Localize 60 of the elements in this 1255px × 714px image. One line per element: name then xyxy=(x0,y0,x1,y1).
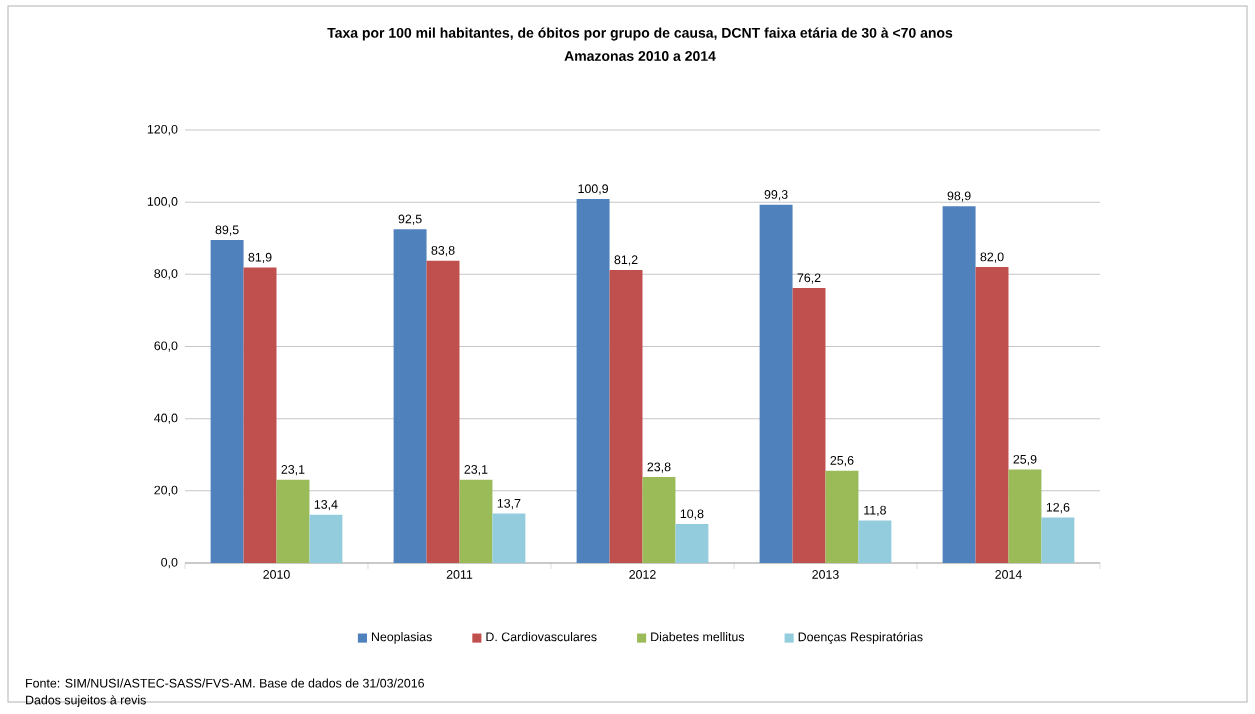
bar xyxy=(576,199,610,564)
bar xyxy=(1008,469,1042,564)
data-label: 23,8 xyxy=(647,462,671,473)
data-label: 81,9 xyxy=(248,253,272,264)
data-label: 89,5 xyxy=(215,225,239,236)
x-tick-label: 2013 xyxy=(812,570,839,580)
data-label: 25,6 xyxy=(830,456,854,467)
bar xyxy=(759,204,793,564)
legend-label: Neoplasias xyxy=(371,632,432,644)
data-label: 11,8 xyxy=(864,506,886,517)
bar xyxy=(825,470,859,564)
x-tick-label: 2014 xyxy=(995,570,1022,580)
bar xyxy=(210,240,244,564)
y-tick-label: 40,0 xyxy=(154,413,178,425)
bar xyxy=(609,270,643,564)
text: Dados sujeitos à revis xyxy=(26,695,146,708)
data-label: 92,5 xyxy=(398,214,422,226)
chart-title: Taxa por 100 mil habitantes, de óbitos por grupo de causa, DCNT faixa etária de 30 à <70 anos xyxy=(327,27,953,41)
data-label: 76,2 xyxy=(797,273,821,284)
bar xyxy=(492,513,526,564)
bar xyxy=(975,267,1009,564)
bar xyxy=(675,524,709,564)
bar xyxy=(1041,517,1075,564)
data-label: 82,0 xyxy=(980,252,1004,263)
data-label: 12,6 xyxy=(1046,503,1070,514)
bar xyxy=(243,267,277,564)
x-tick-label: 2011 xyxy=(446,570,473,580)
chart-subtitle: Amazonas 2010 a 2014 xyxy=(564,51,716,62)
bar xyxy=(426,260,460,564)
bar xyxy=(792,288,826,564)
data-label: 98,9 xyxy=(947,191,971,202)
data-label: 100,9 xyxy=(578,184,609,195)
bar xyxy=(642,477,676,564)
bar xyxy=(942,206,976,564)
y-tick-label: 80,0 xyxy=(154,269,178,280)
bar xyxy=(309,514,343,564)
x-tick-label: 2010 xyxy=(263,570,290,580)
data-label: 13,4 xyxy=(314,500,338,511)
x-tick-label: 2012 xyxy=(629,570,656,580)
legend-label: Doenças Respiratórias xyxy=(798,632,923,645)
bar xyxy=(393,229,427,564)
y-tick-label: 100,0 xyxy=(147,197,178,208)
y-tick-label: 0,0 xyxy=(161,558,178,569)
bar xyxy=(276,479,310,564)
legend-label: D. Cardiovasculares xyxy=(486,632,597,642)
legend-label: Diabetes mellitus xyxy=(651,632,745,642)
data-label: 81,2 xyxy=(614,255,638,266)
data-label: 23,1 xyxy=(464,465,488,476)
source-note: Fonte: SIM/NUSI/ASTEC-SASS/FVS-AM. Base de dados de 31/03/2016 xyxy=(26,678,424,688)
data-label: 13,7 xyxy=(497,499,521,510)
data-label: 23,1 xyxy=(281,465,305,476)
y-tick-label: 60,0 xyxy=(154,341,178,352)
bar xyxy=(858,520,892,564)
data-label: 10,8 xyxy=(680,509,704,520)
data-label: 83,8 xyxy=(431,246,455,257)
y-tick-label: 120,0 xyxy=(147,125,178,136)
data-label: 99,3 xyxy=(764,190,788,201)
data-label: 25,9 xyxy=(1013,455,1037,466)
bar xyxy=(459,479,493,564)
y-tick-label: 20,0 xyxy=(154,485,178,497)
